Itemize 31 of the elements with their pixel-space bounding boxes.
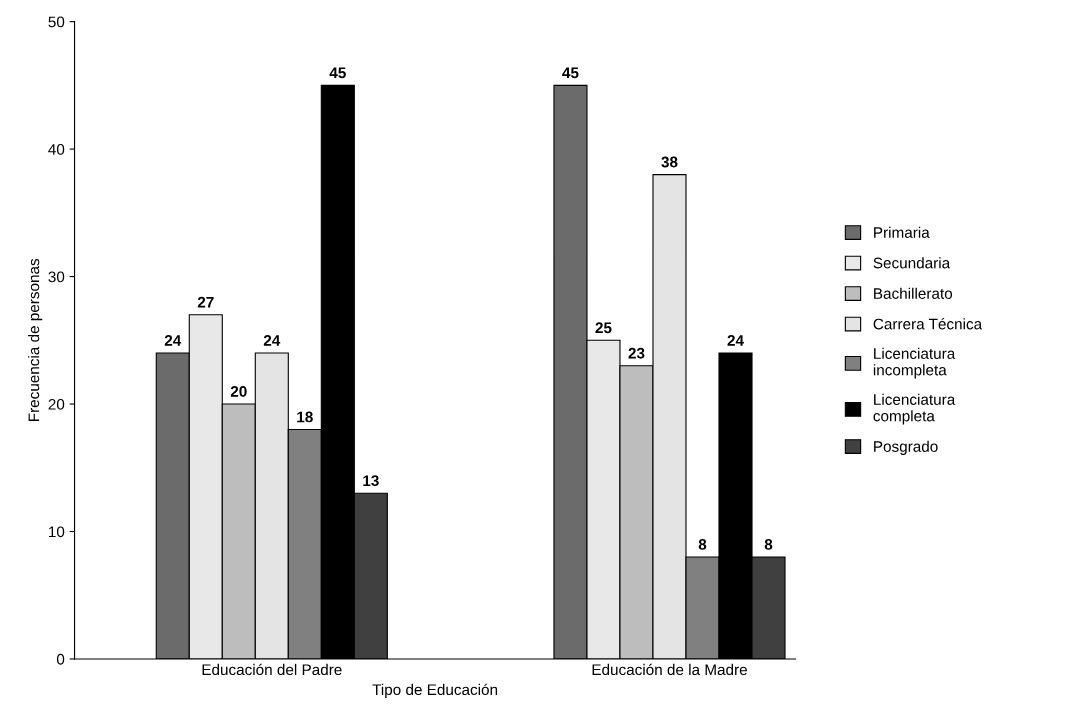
legend-label: Primaria [874,226,930,238]
y-tick-label: 20 [48,398,65,410]
data-label: 13 [363,475,379,487]
y-tick-label: 40 [48,143,65,155]
data-label: 24 [263,335,281,346]
data-label: 20 [230,386,247,397]
data-label: 27 [197,296,214,308]
x-tick-label: Educación del Padre [202,663,342,676]
y-tick-label: 10 [49,526,65,538]
data-label: 24 [164,335,182,346]
data-label: 23 [628,347,645,359]
y-axis-title: Frecuencia de personas [28,258,43,422]
x-axis-title: Tipo de Educación [372,683,498,699]
legend-label: Bachillerato [874,287,953,299]
legend-label: Carrera Técnica [873,318,983,330]
legend-label: Licenciatura incompleta [873,347,956,379]
data-label: 45 [329,67,346,79]
legend-label: Licenciatura completa [873,393,956,425]
data-label: 38 [661,156,678,168]
x-tick-label: Educación de la Madre [592,663,747,676]
data-label: 45 [562,67,579,79]
y-tick-label: 30 [48,271,65,283]
data-label: 8 [764,539,773,550]
data-label: 8 [698,539,707,550]
data-label: 24 [727,335,744,346]
legend-label: Secundaria [873,257,951,269]
data-label: 18 [297,411,313,423]
legend-label: Posgrado [874,440,938,455]
y-tick-label: 0 [56,653,65,665]
data-label: 25 [595,322,612,334]
y-tick-label: 50 [48,16,65,28]
